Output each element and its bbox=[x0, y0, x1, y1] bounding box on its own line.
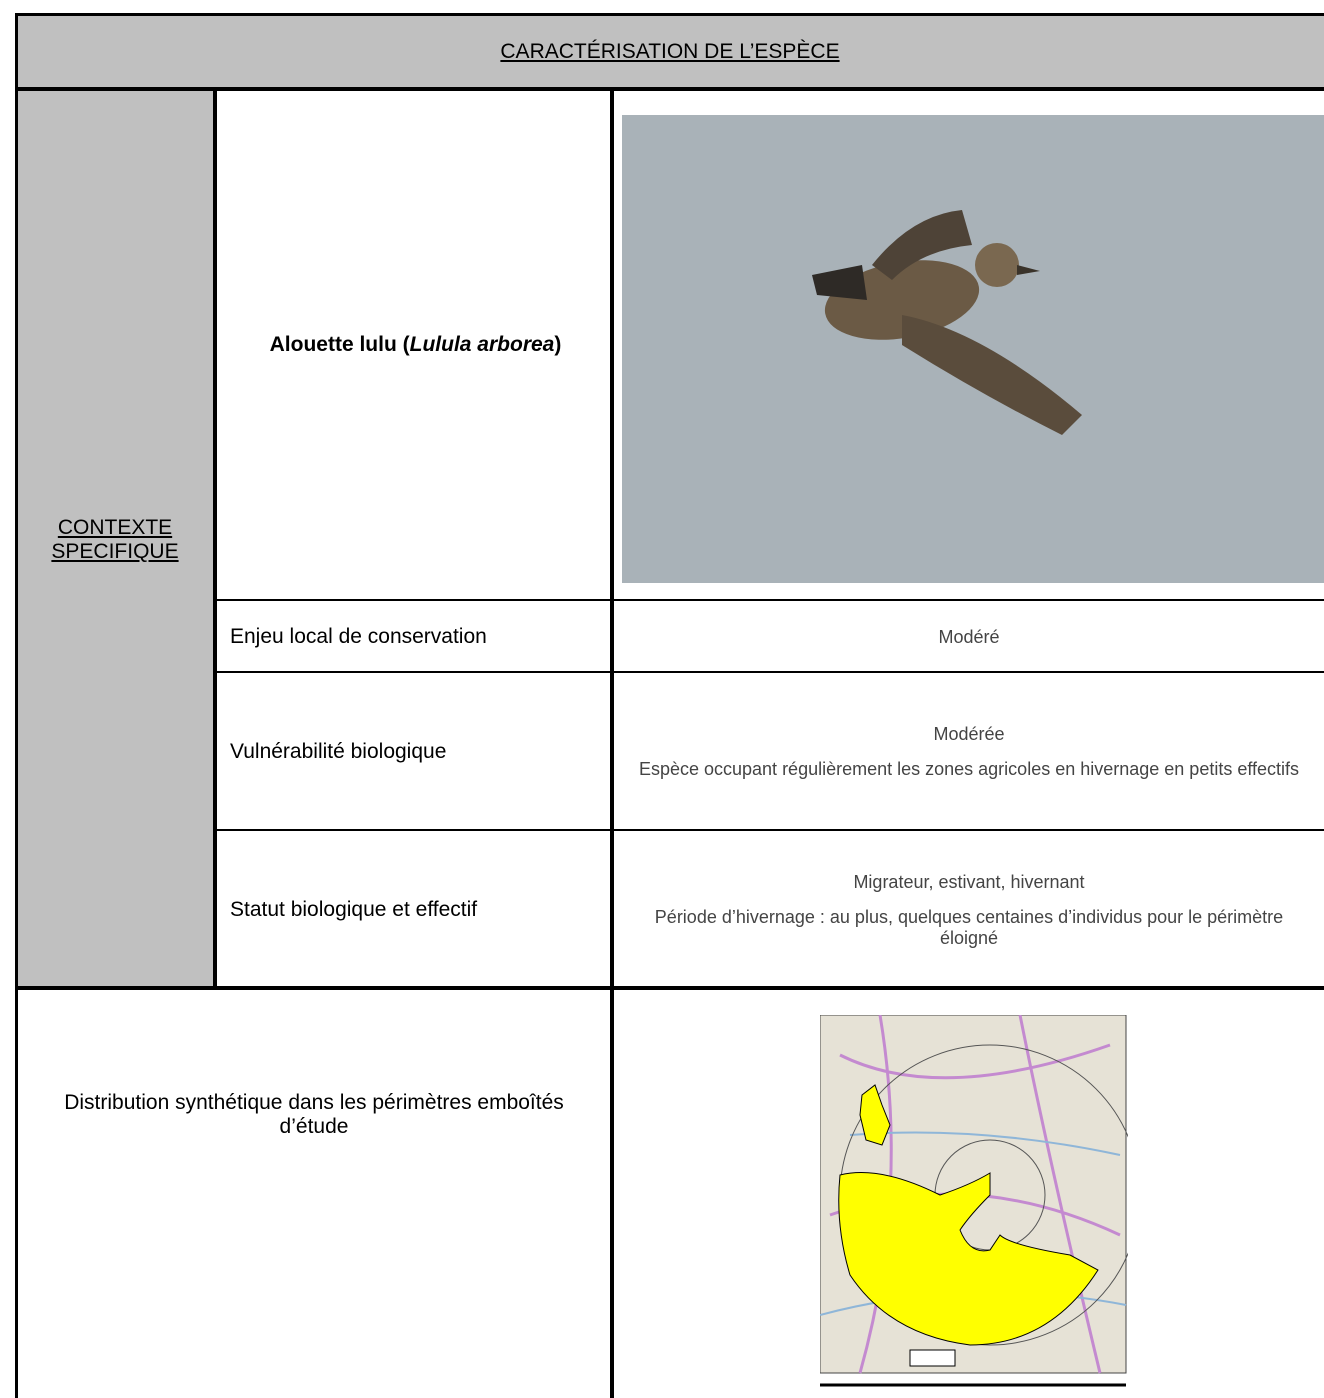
row-label: Statut biologique et effectif bbox=[230, 898, 478, 921]
section-cell: CONTEXTE SPECIFIQUE bbox=[20, 500, 210, 580]
value-text: Période d’hivernage : au plus, quelques … bbox=[654, 906, 1284, 948]
border bbox=[213, 88, 217, 988]
border bbox=[216, 671, 1324, 673]
row-label: Enjeu local de conservation bbox=[230, 625, 487, 648]
row-value: Migrateur, estivant, hivernant Période d’… bbox=[614, 832, 1324, 988]
border bbox=[16, 87, 1324, 91]
header-bg bbox=[16, 14, 1324, 90]
row-label: Vulnérabilité biologique bbox=[230, 740, 447, 763]
value-text: Modéré bbox=[938, 626, 1000, 647]
border bbox=[610, 88, 614, 1398]
distribution-cell: Distribution synthétique dans les périmè… bbox=[16, 990, 612, 1240]
distribution-map bbox=[820, 1015, 1128, 1387]
species-common: Alouette lulu ( bbox=[269, 333, 410, 356]
section-bg bbox=[16, 88, 216, 988]
border bbox=[16, 13, 1324, 16]
border bbox=[216, 599, 1324, 601]
bird-photo bbox=[622, 115, 1324, 583]
value-text: Modérée bbox=[933, 724, 1005, 744]
border bbox=[216, 829, 1324, 831]
species-close: ) bbox=[554, 333, 562, 356]
species-cell: Alouette lulu (Lulula arborea) bbox=[219, 90, 612, 600]
species-latin: Lulula arborea bbox=[409, 333, 555, 356]
distribution-label: Distribution synthétique dans les périmè… bbox=[64, 1091, 564, 1138]
row-value: Modérée Espèce occupant régulièrement les… bbox=[614, 674, 1324, 830]
section-label: CONTEXTE SPECIFIQUE bbox=[51, 516, 179, 563]
value-text: Espèce occupant régulièrement les zones … bbox=[638, 759, 1300, 779]
row-value: Modéré bbox=[614, 602, 1324, 672]
species-name: Alouette lulu (Lulula arborea) bbox=[270, 333, 562, 357]
border bbox=[16, 986, 1324, 990]
value-text: Migrateur, estivant, hivernant bbox=[853, 871, 1085, 892]
header-cell: CARACTÉRISATION DE L’ESPÈCE bbox=[16, 14, 1324, 90]
border bbox=[15, 13, 18, 1398]
header-title: CARACTÉRISATION DE L’ESPÈCE bbox=[500, 40, 840, 63]
